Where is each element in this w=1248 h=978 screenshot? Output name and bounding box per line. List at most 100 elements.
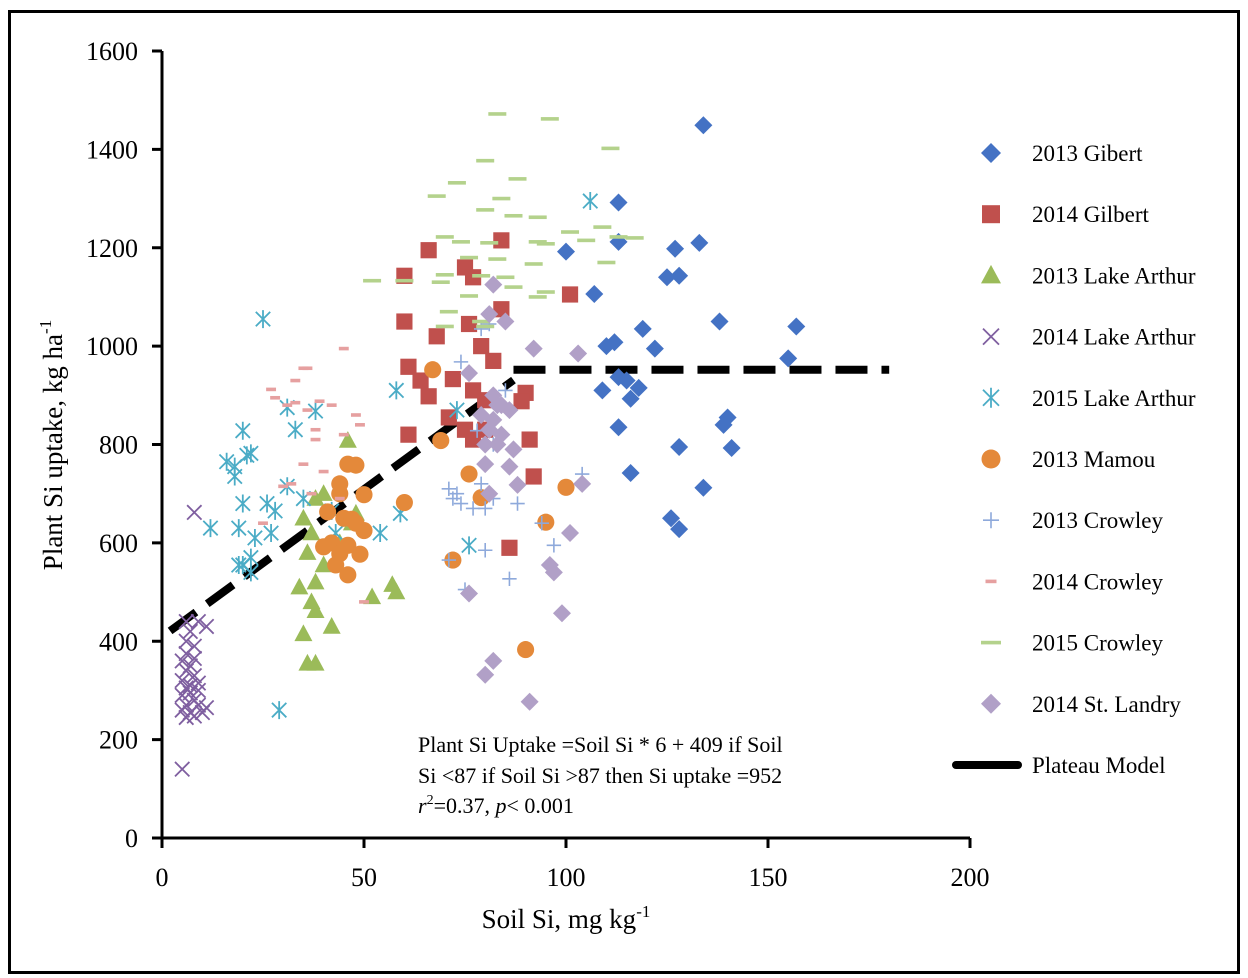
data-point <box>609 193 628 212</box>
y-tick-label: 0 <box>125 824 138 853</box>
data-point <box>226 467 243 486</box>
data-point <box>234 421 251 440</box>
data-point <box>174 653 191 669</box>
data-point <box>290 577 309 595</box>
data-point <box>476 665 495 684</box>
data-point <box>484 651 503 670</box>
data-point <box>621 464 640 483</box>
data-point <box>517 641 535 659</box>
data-point <box>453 496 469 511</box>
data-point <box>395 493 413 512</box>
data-point <box>493 232 510 249</box>
data-point <box>282 403 293 407</box>
data-point <box>597 260 616 265</box>
data-point <box>537 513 555 531</box>
data-point <box>504 213 523 218</box>
data-point <box>496 312 515 331</box>
data-point <box>476 158 495 163</box>
data-point <box>666 239 685 258</box>
legend-marker <box>982 387 1000 408</box>
data-point <box>259 494 275 513</box>
data-point <box>439 309 458 314</box>
data-point <box>190 682 207 699</box>
y-tick-label: 1400 <box>86 135 138 164</box>
data-point <box>310 427 321 432</box>
data-point <box>327 556 345 574</box>
x-tick-label: 150 <box>749 863 788 892</box>
data-point <box>722 438 741 457</box>
x-tick-label: 200 <box>951 863 990 892</box>
data-point <box>322 617 341 634</box>
data-point <box>662 509 681 528</box>
data-point <box>306 653 325 671</box>
data-point <box>536 242 555 246</box>
data-point <box>478 543 493 558</box>
data-point <box>502 571 517 586</box>
data-point <box>298 543 317 560</box>
data-point <box>338 346 349 351</box>
legend-item: 2015 Lake Arthur <box>982 386 1196 411</box>
data-point <box>310 437 321 442</box>
data-point <box>451 240 470 244</box>
data-point <box>694 116 713 135</box>
data-point <box>441 481 457 496</box>
data-point <box>198 618 215 635</box>
data-point <box>464 382 482 399</box>
data-point <box>476 435 495 454</box>
legend-marker <box>983 512 999 529</box>
data-point <box>670 520 689 539</box>
data-point <box>302 408 313 412</box>
data-point <box>473 476 489 492</box>
data-point <box>577 238 596 243</box>
data-point <box>585 284 604 303</box>
legend-marker <box>981 449 1001 469</box>
data-point <box>633 319 652 338</box>
data-point <box>501 539 518 556</box>
data-point <box>355 486 373 504</box>
data-point <box>218 452 235 471</box>
legend-marker <box>981 693 1001 714</box>
data-point <box>480 241 499 245</box>
data-point <box>504 285 523 289</box>
data-point <box>461 536 477 555</box>
legend-item: Plateau Model <box>952 753 1166 778</box>
data-point <box>186 504 203 521</box>
legend-label: 2013 Gibert <box>1032 141 1143 166</box>
data-point <box>435 273 454 277</box>
data-point <box>609 418 628 437</box>
chart-frame <box>8 10 1240 974</box>
legend-item: 2014 Gilbert <box>982 202 1150 227</box>
data-point <box>441 552 457 568</box>
y-tick-label: 1000 <box>86 332 138 361</box>
x-tick-label: 0 <box>156 863 169 892</box>
plateau-model-line <box>167 365 890 635</box>
data-point <box>609 235 628 239</box>
data-point <box>338 431 357 448</box>
data-point <box>488 112 507 116</box>
data-point <box>306 491 317 496</box>
data-point <box>302 366 313 371</box>
data-point <box>561 230 580 234</box>
data-point <box>488 257 507 261</box>
data-point <box>306 601 325 618</box>
series-2015-lake-arthur <box>202 192 599 720</box>
data-point <box>625 236 644 240</box>
data-point <box>520 692 539 711</box>
data-point <box>557 478 575 496</box>
data-point <box>504 440 523 459</box>
data-point <box>473 321 489 337</box>
data-point <box>593 225 612 229</box>
data-point <box>306 572 325 590</box>
legend: 2013 Gibert 2014 Gilbert 2013 Lake Arthur 2… <box>952 141 1196 778</box>
data-point <box>258 521 268 525</box>
y-tick-label: 1200 <box>86 234 138 263</box>
data-point <box>473 338 490 355</box>
data-point <box>420 242 437 259</box>
data-point <box>266 387 277 392</box>
data-point <box>182 623 199 640</box>
data-point <box>593 381 612 400</box>
data-point <box>435 235 454 239</box>
data-point <box>431 280 450 284</box>
data-point <box>202 519 219 538</box>
